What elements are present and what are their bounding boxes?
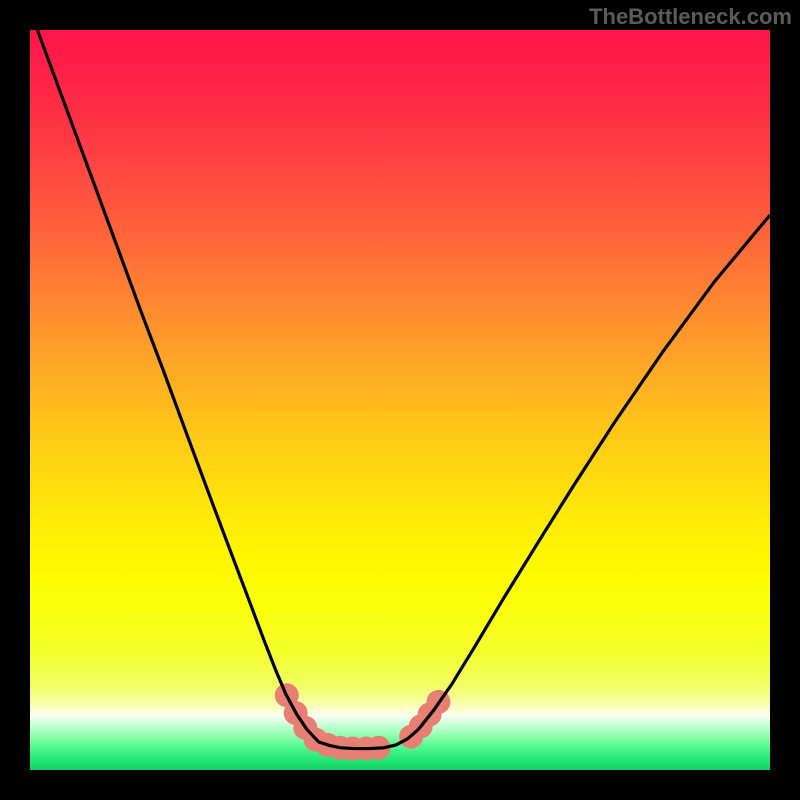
plot-area [30, 30, 770, 770]
watermark-text: TheBottleneck.com [589, 4, 792, 30]
v-curve-line [37, 30, 770, 749]
bottleneck-curve [30, 30, 770, 770]
